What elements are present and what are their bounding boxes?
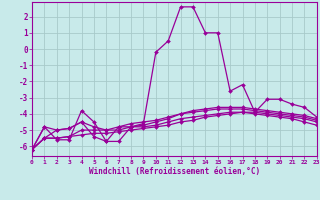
X-axis label: Windchill (Refroidissement éolien,°C): Windchill (Refroidissement éolien,°C) bbox=[89, 167, 260, 176]
